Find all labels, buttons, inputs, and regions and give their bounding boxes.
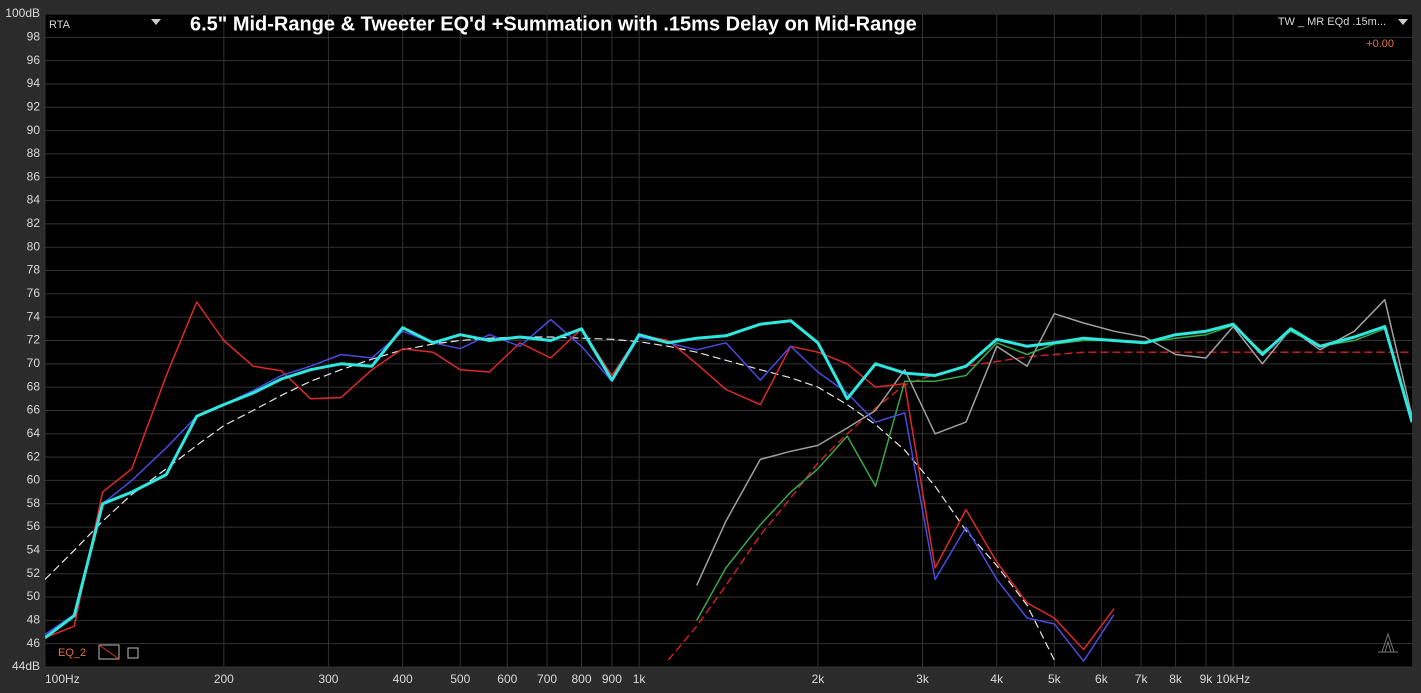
x-tick-label: 2k	[812, 672, 826, 686]
y-tick-label: 98	[27, 29, 41, 43]
y-tick-label: 76	[27, 286, 41, 300]
y-tick-label: 54	[27, 543, 41, 557]
x-tick-label: 4k	[990, 672, 1004, 686]
series-line	[667, 351, 1412, 661]
copy-icon[interactable]	[127, 647, 139, 659]
chart-title: 6.5" Mid-Range & Tweeter EQ'd +Summation…	[190, 13, 917, 35]
x-tick-label: 1k	[633, 672, 647, 686]
y-tick-label: 88	[27, 146, 41, 160]
x-tick-label: 7k	[1135, 672, 1149, 686]
y-tick-label: 90	[27, 123, 41, 137]
trace-dropdown[interactable]	[1398, 19, 1408, 25]
x-tick-label: 300	[318, 672, 338, 686]
eq-icon[interactable]	[98, 644, 120, 660]
x-tick-label: 10kHz	[1216, 672, 1250, 686]
x-tick-label: 500	[450, 672, 470, 686]
y-tick-label: 56	[27, 519, 41, 533]
x-tick-label: 200	[214, 672, 234, 686]
y-tick-label: 80	[27, 239, 41, 253]
y-tick-label: 100dB	[5, 6, 40, 20]
mode-dropdown[interactable]	[151, 19, 161, 25]
y-tick-label: 58	[27, 496, 41, 510]
grid: 44dB 46 48 50 52 54 56 58 60 62 64 66 68 70 72 74 76 78 80…	[5, 6, 1412, 686]
y-tick-label: 82	[27, 216, 41, 230]
y-tick-label: 84	[27, 193, 41, 207]
y-tick-label: 92	[27, 99, 41, 113]
x-tick-label: 800	[571, 672, 591, 686]
y-tick-label: 86	[27, 169, 41, 183]
y-tick-label: 60	[27, 473, 41, 487]
y-tick-label: 96	[27, 53, 41, 67]
x-tick-label: 100Hz	[45, 672, 80, 686]
x-tick-label: 5k	[1048, 672, 1062, 686]
y-tick-label: 78	[27, 263, 41, 277]
x-tick-label: 9k	[1200, 672, 1214, 686]
mode-label[interactable]: RTA	[49, 19, 71, 31]
offset-label: +0.00	[1366, 38, 1394, 50]
y-tick-label: 72	[27, 333, 41, 347]
y-tick-label: 66	[27, 403, 41, 417]
x-tick-label: 3k	[916, 672, 930, 686]
x-tick-label: 6k	[1095, 672, 1109, 686]
y-tick-label: 74	[27, 309, 41, 323]
y-tick-label: 46	[27, 636, 41, 650]
trace-label[interactable]: TW _ MR EQd .15m...	[1278, 16, 1386, 28]
logo	[1378, 632, 1398, 653]
x-tick-label: 600	[497, 672, 517, 686]
eq-label[interactable]: EQ_2	[58, 647, 86, 659]
series-group	[45, 298, 1412, 662]
y-tick-label: 50	[27, 589, 41, 603]
y-tick-label: 64	[27, 426, 41, 440]
series-line	[45, 319, 1412, 639]
y-tick-label: 94	[27, 76, 41, 90]
x-tick-label: 900	[602, 672, 622, 686]
y-tick-label: 68	[27, 379, 41, 393]
y-tick-label: 44dB	[12, 659, 40, 673]
x-tick-label: 8k	[1169, 672, 1183, 686]
y-tick-label: 48	[27, 613, 41, 627]
x-tick-label: 400	[393, 672, 413, 686]
y-tick-label: 62	[27, 449, 41, 463]
y-tick-label: 70	[27, 356, 41, 370]
x-tick-label: 700	[537, 672, 557, 686]
y-tick-label: 52	[27, 566, 41, 580]
eq-icon-strike	[98, 644, 120, 660]
series-line	[45, 336, 1055, 661]
